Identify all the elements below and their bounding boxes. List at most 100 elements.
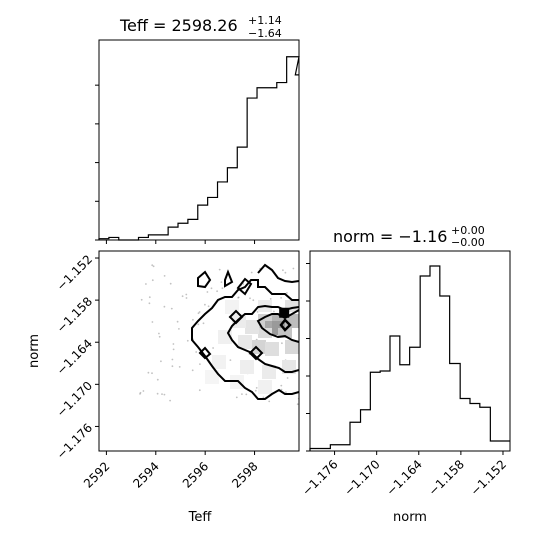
joint-ytick-label: −1.176 — [54, 421, 95, 462]
scatter-point — [145, 283, 147, 285]
scatter-point — [204, 303, 206, 306]
contour-left-loop-3 — [228, 309, 244, 325]
scatter-point — [292, 267, 295, 270]
scatter-point — [185, 297, 188, 299]
density-cell — [262, 365, 276, 379]
scatter-point — [161, 393, 163, 395]
scatter-point — [249, 297, 251, 300]
scatter-point — [192, 318, 194, 321]
scatter-point — [139, 391, 142, 394]
scatter-point — [268, 400, 271, 403]
teff-histogram-frame — [98, 39, 300, 241]
density-cell — [245, 320, 259, 334]
density-cell — [238, 335, 252, 349]
norm-histogram-panel: −1.176 −1.170 −1.164 −1.158 −1.152 — [299, 250, 511, 499]
scatter-point — [241, 393, 243, 395]
scatter-point — [206, 291, 209, 293]
contour-left-loop-1 — [198, 346, 212, 360]
scatter-point — [151, 372, 153, 375]
joint-x-ticks: 2592 2594 2596 2598 — [81, 451, 261, 491]
joint-y-ticks: −1.152−1.158−1.164−1.170−1.176 — [54, 252, 99, 462]
scatter-point — [172, 343, 175, 345]
contour-top-loop-1 — [257, 263, 299, 284]
norm-title-main: norm = −1.16 — [333, 227, 447, 246]
contour-top-loop-4 — [236, 277, 253, 296]
joint-panel: 2592 2594 2596 2598 −1.152−1.158−1.164−1.17… — [54, 250, 300, 491]
scatter-point — [170, 307, 173, 310]
scatter-point — [202, 322, 205, 325]
scatter-point — [181, 295, 184, 298]
scatter-point — [148, 302, 151, 305]
scatter-point — [198, 389, 201, 392]
scatter-point — [286, 292, 288, 294]
scatter-point — [216, 290, 219, 293]
scatter-point — [269, 298, 272, 300]
scatter-point — [197, 323, 200, 326]
scatter-point — [195, 351, 198, 353]
joint-contours — [191, 263, 299, 400]
scatter-point — [163, 393, 166, 396]
scatter-point — [178, 328, 180, 330]
scatter-point — [273, 310, 275, 313]
contour-inner — [256, 309, 299, 343]
norm-hist-xtick-label: −1.176 — [299, 457, 340, 498]
joint-ytick-label: −1.158 — [54, 294, 95, 335]
joint-ytick-label: −1.164 — [54, 336, 95, 377]
contour-left-loop-2 — [248, 345, 264, 361]
joint-y-axis-label: norm — [27, 334, 42, 368]
scatter-point — [280, 384, 283, 387]
contour-top-loop-2 — [224, 269, 234, 288]
scatter-point — [218, 268, 221, 271]
joint-xtick-label: 2598 — [229, 459, 260, 490]
teff-histogram-panel — [95, 39, 300, 244]
scatter-point — [235, 396, 238, 399]
teff-title-main: Teff = 2598.26 — [119, 16, 238, 35]
scatter-point — [254, 389, 257, 392]
joint-xtick-label: 2596 — [180, 459, 211, 490]
scatter-point — [186, 339, 189, 342]
norm-histogram-ticks: −1.176 −1.170 −1.164 −1.158 −1.152 — [299, 263, 509, 499]
norm-histogram-steps — [309, 265, 510, 451]
scatter-point — [255, 387, 258, 389]
scatter-point — [156, 378, 159, 381]
scatter-point — [242, 283, 245, 285]
density-cell — [265, 321, 272, 328]
scatter-point — [197, 312, 200, 315]
scatter-point — [158, 335, 161, 338]
density-cell — [278, 328, 292, 338]
scatter-point — [252, 299, 255, 302]
scatter-point — [280, 297, 282, 299]
scatter-point — [178, 366, 181, 368]
scatter-point — [198, 311, 201, 313]
density-cell — [265, 342, 279, 356]
contour-outer — [191, 279, 299, 400]
density-cell — [212, 355, 226, 369]
norm-title-upper: +0.00 — [451, 224, 485, 237]
scatter-point — [169, 282, 172, 285]
scatter-point — [172, 348, 175, 351]
scatter-point — [171, 358, 174, 361]
joint-xtick-label: 2592 — [81, 459, 112, 490]
teff-title: Teff = 2598.26 +1.14 −1.64 — [119, 14, 282, 40]
contour-top-loop-3 — [197, 270, 212, 289]
scatter-point — [151, 264, 154, 267]
joint-xtick-label: 2594 — [130, 459, 161, 490]
joint-frame — [98, 250, 300, 452]
scatter-point — [163, 275, 166, 277]
scatter-point — [281, 342, 283, 345]
scatter-point — [185, 293, 188, 296]
scatter-point — [151, 321, 154, 323]
scatter-point — [262, 396, 265, 399]
scatter-point — [199, 363, 201, 365]
density-cell — [240, 360, 254, 374]
scatter-point — [284, 271, 287, 274]
norm-hist-xtick-label: −1.170 — [341, 457, 382, 498]
density-cell — [252, 340, 266, 354]
scatter-point — [176, 320, 179, 323]
scatter-point — [221, 287, 224, 290]
norm-x-axis-label: norm — [393, 510, 427, 525]
norm-hist-xtick-label: −1.164 — [384, 457, 425, 498]
density-cell — [258, 328, 272, 338]
scatter-point — [250, 271, 253, 274]
